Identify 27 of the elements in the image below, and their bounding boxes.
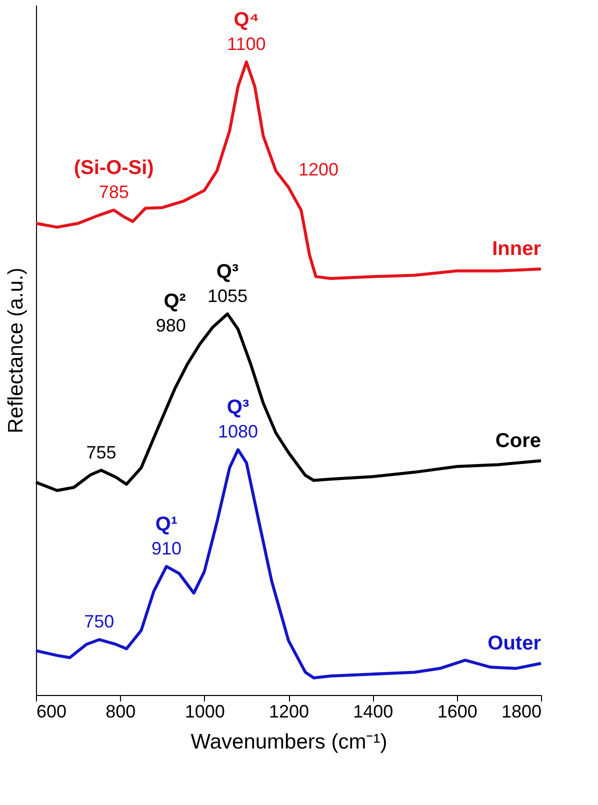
- x-tick-label: 1600: [437, 702, 478, 722]
- annotation: 910: [151, 538, 182, 558]
- x-tick-label: 600: [36, 702, 67, 722]
- annotation: 755: [86, 442, 116, 462]
- annotation: 1100: [227, 34, 266, 54]
- annotation: 785: [98, 182, 129, 202]
- series-label: Core: [495, 430, 541, 452]
- series-label: Outer: [488, 632, 542, 654]
- annotation: Q³: [226, 396, 250, 419]
- annotation: 750: [84, 612, 114, 632]
- x-tick-label: 1000: [184, 702, 225, 722]
- annotation: Q⁴: [234, 8, 260, 31]
- x-axis-title: Wavenumbers (cm⁻¹): [190, 730, 388, 754]
- annotation: 1055: [207, 286, 248, 306]
- annotation: 1080: [218, 422, 258, 442]
- x-tick-label: 800: [106, 702, 136, 722]
- annotation: (Si-O-Si): [74, 157, 154, 180]
- annotation: Q²: [164, 290, 186, 313]
- annotation: 1200: [298, 159, 339, 180]
- annotation: Q¹: [155, 513, 178, 536]
- annotation: 980: [156, 316, 186, 336]
- x-tick-label: 1200: [268, 702, 310, 722]
- y-axis-title: Reflectance (a.u.): [4, 268, 28, 434]
- series-label: Inner: [492, 238, 542, 260]
- annotation: Q³: [216, 260, 239, 283]
- x-tick-label: 1400: [353, 702, 394, 722]
- x-tick-label: 1800: [501, 702, 542, 722]
